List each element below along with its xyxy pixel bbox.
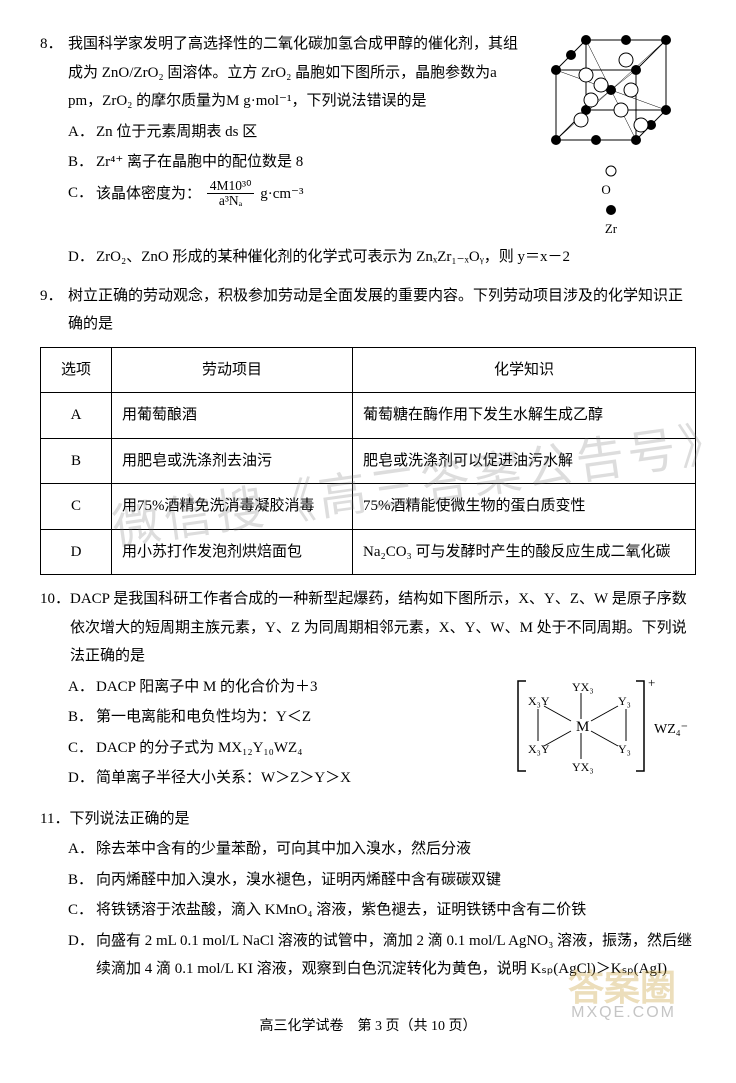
center-m: M (576, 719, 589, 735)
legend-o: O (601, 182, 610, 197)
q10-stem: DACP 是我国科研工作者合成的一种新型起爆药，结构如下图所示，X、Y、Z、W … (70, 585, 696, 671)
table-header: 劳动项目 (112, 347, 353, 393)
q11-opt-d: 向盛有 2 mL 0.1 mol/L NaCl 溶液的试管中，滴加 2 滴 0.… (96, 927, 696, 984)
svg-text:YX₃: YX₃ (572, 680, 594, 694)
q10-number: 10． (40, 585, 70, 671)
cell: 用葡萄酿酒 (112, 393, 353, 439)
cell: Na₂CO₃ 可与发酵时产生的酸反应生成二氧化碳 (353, 529, 696, 575)
svg-text:YX₃: YX₃ (572, 760, 594, 774)
table-header: 化学知识 (353, 347, 696, 393)
q10-opt-c: DACP 的分子式为 MX₁₂Y₁₀WZ₄ (96, 734, 498, 763)
table-row: D 用小苏打作发泡剂烘焙面包 Na₂CO₃ 可与发酵时产生的酸反应生成二氧化碳 (41, 529, 696, 575)
q8-opt-d: ZrO₂、ZnO 形成的某种催化剂的化学式可表示为 ZnₓZr₁₋ₓOᵧ，则 y… (96, 243, 696, 272)
q9-stem: 树立正确的劳动观念，积极参加劳动是全面发展的重要内容。下列劳动项目涉及的化学知识… (68, 282, 696, 339)
q11-stem: 下列说法正确的是 (69, 805, 696, 834)
opt-label: D． (68, 927, 96, 984)
question-10: 10． DACP 是我国科研工作者合成的一种新型起爆药，结构如下图所示，X、Y、… (40, 585, 696, 795)
table-row: B 用肥皂或洗涤剂去油污 肥皂或洗涤剂可以促进油污水解 (41, 438, 696, 484)
question-9: 9． 树立正确的劳动观念，积极参加劳动是全面发展的重要内容。下列劳动项目涉及的化… (40, 282, 696, 576)
legend: O Zr (526, 164, 696, 241)
charge-plus: + (648, 675, 655, 690)
cell: 用小苏打作发泡剂烘焙面包 (112, 529, 353, 575)
q10-opt-a: DACP 阳离子中 M 的化合价为＋3 (96, 673, 498, 702)
q11-number: 11． (40, 805, 69, 834)
page-footer: 高三化学试卷 第 3 页（共 10 页） (40, 1014, 696, 1041)
q10-figure: + M YX₃ YX₃ X₃Y X₃Y Y₃ Y₃ (498, 671, 696, 795)
opt-label: B． (68, 703, 96, 732)
legend-zr: Zr (605, 221, 617, 236)
table-header: 选项 (41, 347, 112, 393)
table-row: A 用葡萄酿酒 葡萄糖在酶作用下发生水解生成乙醇 (41, 393, 696, 439)
q9-table: 选项 劳动项目 化学知识 A 用葡萄酿酒 葡萄糖在酶作用下发生水解生成乙醇 B … (40, 347, 696, 576)
q9-number: 9． (40, 282, 68, 339)
q8-c-post: g·cm⁻³ (260, 185, 303, 201)
svg-text:X₃Y: X₃Y (528, 694, 550, 708)
opt-label: B． (68, 866, 96, 895)
cell: D (41, 529, 112, 575)
q8-figure: O Zr (518, 30, 696, 241)
opt-label: C． (68, 179, 96, 210)
q8-c-pre: 该晶体密度为： (96, 185, 201, 201)
frac-num: 4M10³⁰ (207, 179, 255, 195)
opt-label: C． (68, 896, 96, 925)
q11-opt-c: 将铁锈溶于浓盐酸，滴入 KMnO₄ 溶液，紫色褪去，证明铁锈中含有二价铁 (96, 896, 696, 925)
cell: 用75%酒精免洗消毒凝胶消毒 (112, 484, 353, 530)
question-11: 11． 下列说法正确的是 A．除去苯中含有的少量苯酚，可向其中加入溴水，然后分液… (40, 805, 696, 984)
svg-text:Y₃: Y₃ (618, 742, 631, 756)
crystal-lattice-icon (536, 30, 686, 160)
svg-text:WZ₄⁻: WZ₄⁻ (654, 722, 688, 737)
question-8: 8． 我国科学家发明了高选择性的二氧化碳加氢合成甲醇的催化剂，其组成为 ZnO/… (40, 30, 696, 272)
q8-opt-a: Zn 位于元素周期表 ds 区 (96, 118, 518, 147)
cell: 葡萄糖在酶作用下发生水解生成乙醇 (353, 393, 696, 439)
svg-text:Y₃: Y₃ (618, 694, 631, 708)
fraction: 4M10³⁰ a³Nₐ (207, 179, 255, 210)
cell: A (41, 393, 112, 439)
svg-text:X₃Y: X₃Y (528, 742, 550, 756)
table-row: C 用75%酒精免洗消毒凝胶消毒 75%酒精能使微生物的蛋白质变性 (41, 484, 696, 530)
opt-label: D． (68, 764, 96, 793)
cell: B (41, 438, 112, 484)
q11-opt-a: 除去苯中含有的少量苯酚，可向其中加入溴水，然后分液 (96, 835, 696, 864)
cell: 用肥皂或洗涤剂去油污 (112, 438, 353, 484)
opt-label: B． (68, 148, 96, 177)
opt-label: A． (68, 673, 96, 702)
opt-label: A． (68, 835, 96, 864)
q8-stem: 我国科学家发明了高选择性的二氧化碳加氢合成甲醇的催化剂，其组成为 ZnO/ZrO… (68, 30, 518, 116)
cell: 75%酒精能使微生物的蛋白质变性 (353, 484, 696, 530)
q11-opt-b: 向丙烯醛中加入溴水，溴水褪色，证明丙烯醛中含有碳碳双键 (96, 866, 696, 895)
opt-label: C． (68, 734, 96, 763)
opt-label: D． (68, 243, 96, 272)
q10-opt-b: 第一电离能和电负性均为：Y＜Z (96, 703, 498, 732)
complex-ion-icon: + M YX₃ YX₃ X₃Y X₃Y Y₃ Y₃ (506, 671, 696, 781)
q8-number: 8． (40, 30, 68, 116)
cell: 肥皂或洗涤剂可以促进油污水解 (353, 438, 696, 484)
q10-opt-d: 简单离子半径大小关系：W＞Z＞Y＞X (96, 764, 498, 793)
frac-den: a³Nₐ (207, 194, 255, 209)
opt-label: A． (68, 118, 96, 147)
q8-opt-b: Zr⁴⁺ 离子在晶胞中的配位数是 8 (96, 148, 518, 177)
q8-opt-c: 该晶体密度为： 4M10³⁰ a³Nₐ g·cm⁻³ (96, 179, 518, 210)
cell: C (41, 484, 112, 530)
